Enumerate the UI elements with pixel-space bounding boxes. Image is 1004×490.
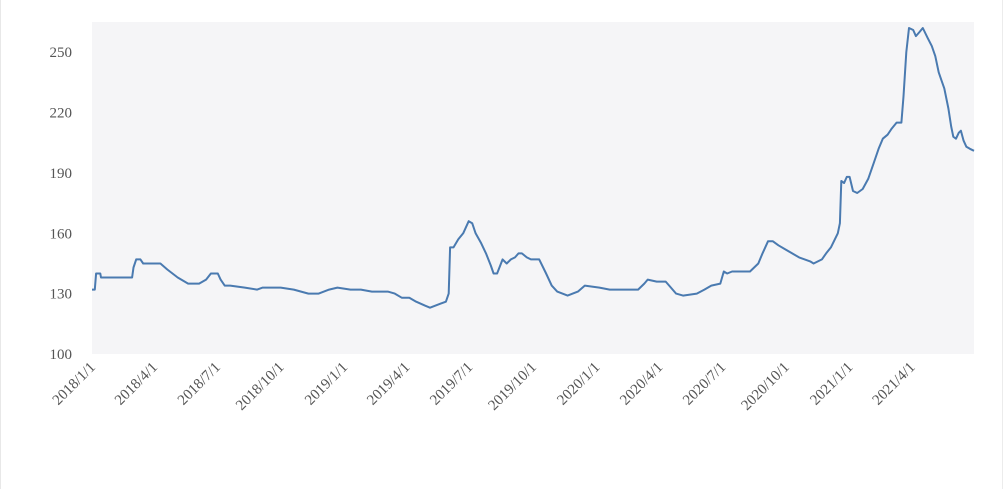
x-tick-label: 2019/10/1: [485, 360, 539, 414]
x-tick-label: 2019/4/1: [364, 360, 413, 409]
y-tick-label: 100: [50, 347, 73, 363]
series-layer: [92, 27, 975, 309]
x-tick-label: 2019/1/1: [302, 360, 351, 409]
x-tick-label: 2018/10/1: [233, 360, 287, 414]
x-tick-label: 2021/4/1: [870, 360, 919, 409]
x-tick-label: 2020/10/1: [738, 360, 792, 414]
x-axis-ticks: 2018/1/1 2018/4/1 2018/7/1 2018/10/1 2019/1/…: [50, 360, 919, 414]
y-axis-ticks: 100 130 160 190 220 250: [50, 45, 73, 363]
x-tick-label: 2020/1/1: [554, 360, 603, 409]
y-tick-label: 250: [50, 45, 73, 61]
y-tick-label: 190: [50, 166, 73, 182]
series-line: [92, 27, 975, 309]
x-tick-label: 2019/7/1: [427, 360, 476, 409]
y-tick-label: 220: [50, 106, 73, 122]
x-tick-label: 2020/4/1: [617, 360, 666, 409]
x-tick-label: 2021/1/1: [807, 360, 856, 409]
x-tick-label: 2018/1/1: [50, 360, 99, 409]
x-tick-label: 2018/7/1: [175, 360, 224, 409]
y-tick-label: 130: [50, 287, 73, 303]
x-tick-label: 2020/7/1: [680, 360, 729, 409]
plot-area: [92, 22, 974, 354]
x-tick-label: 2018/4/1: [112, 360, 161, 409]
y-tick-label: 160: [50, 226, 73, 242]
